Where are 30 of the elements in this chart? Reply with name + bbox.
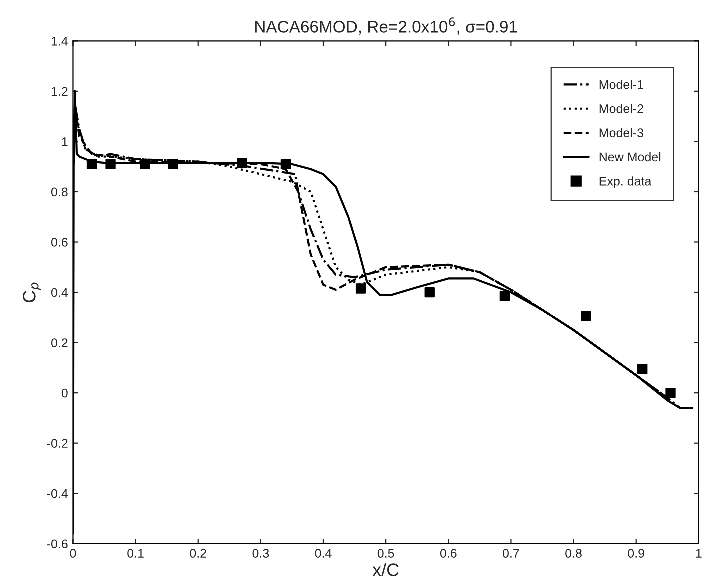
legend-label: Exp. data [600,176,652,188]
x-tick-label: 0.8 [566,549,582,558]
chart-title: NACA66MOD, Re=2.0x10$^{6}$, σ=0.91 [256,18,518,35]
x-tick-label: 0.2 [190,549,206,558]
y-axis-title: C$_{p}$ [23,282,42,303]
legend-label: New Model [600,152,661,162]
y-tick-label: 1.2 [52,87,68,96]
y-tick-label: 0.2 [51,338,68,348]
y-tick-label: 1 [62,138,68,146]
x-tick-label: 0.7 [503,549,520,558]
x-tick-label: 0.5 [378,549,394,558]
y-tick-label: 0.4 [51,288,68,298]
x-tick-label: 0.1 [128,549,144,558]
legend-label: Model-2 [600,104,644,114]
x-tick-label: 0.3 [252,549,270,558]
x-tick-label: 0.4 [315,549,332,558]
legend-label: Model-1 [600,80,644,90]
x-tick-label: 0.6 [440,549,457,558]
y-tick-label: 0.6 [51,238,68,247]
y-tick-label: -0.2 [47,439,68,448]
y-tick-label: 0 [62,388,68,398]
x-axis-title: x/C [372,563,399,576]
y-tick-label: 1.4 [52,37,68,46]
y-tick-label: 0.8 [51,188,68,197]
x-tick-label: 0 [70,549,76,558]
x-tick-label: 1 [696,549,702,558]
x-tick-label: 0.9 [628,549,644,558]
y-tick-label: -0.4 [47,489,68,498]
y-tick-label: -0.6 [47,540,68,549]
legend-label: Model-3 [600,128,644,138]
